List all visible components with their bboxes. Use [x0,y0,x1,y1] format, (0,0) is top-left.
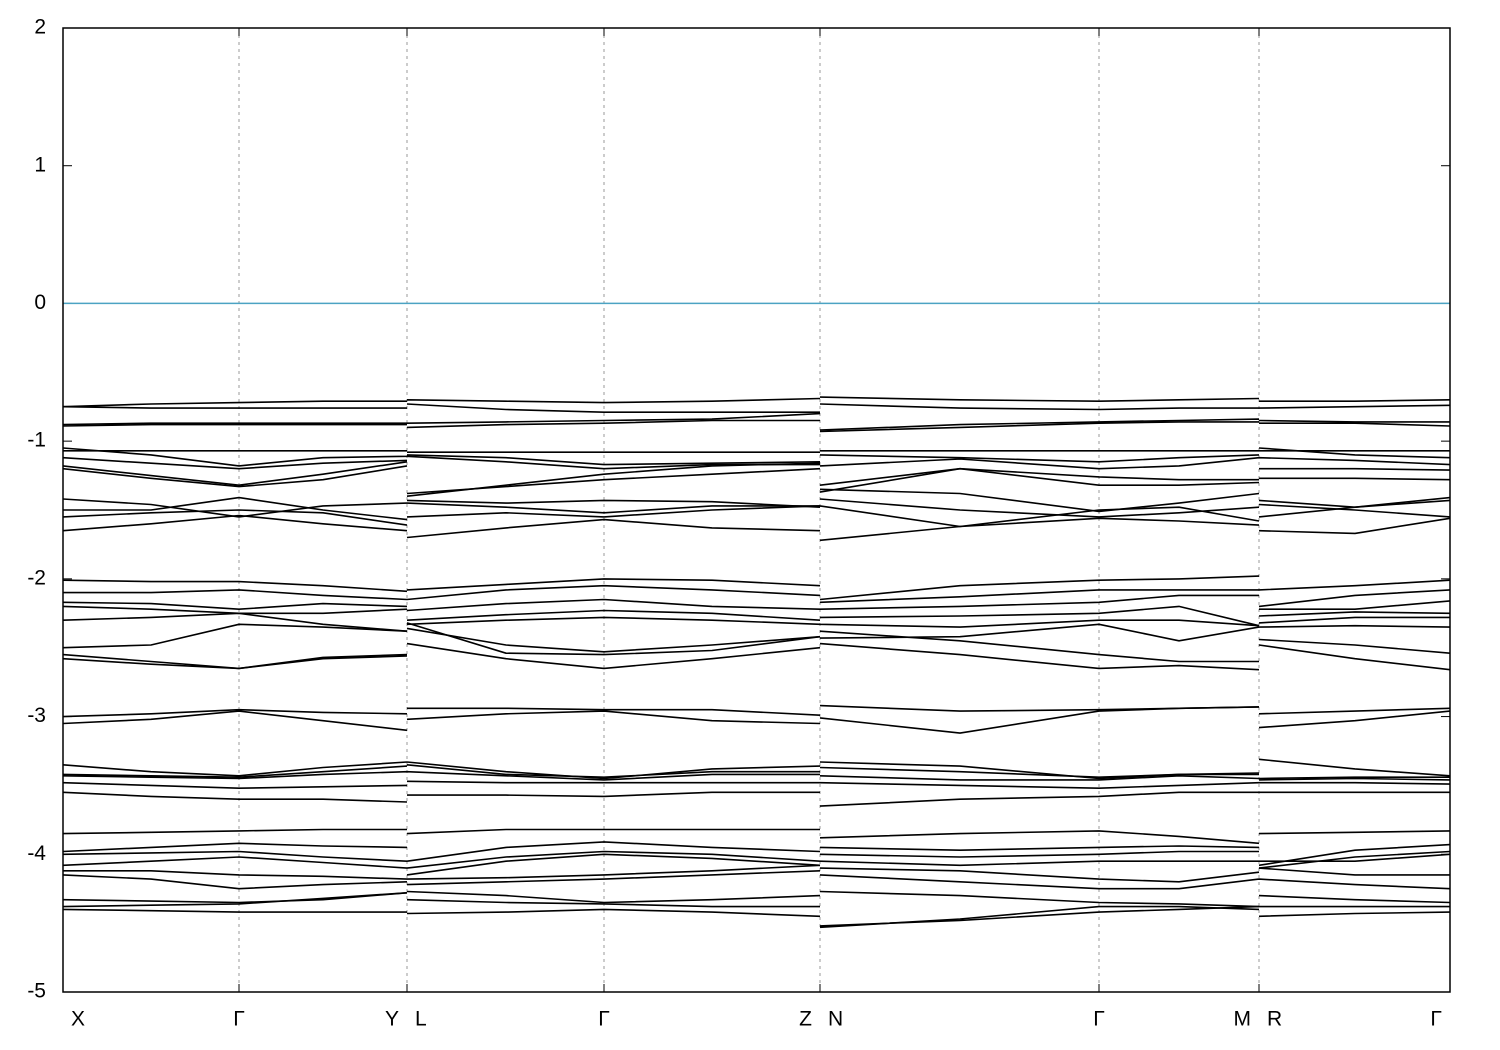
x-tick-label: X [71,1008,85,1031]
band-line [62,642,1451,671]
band-line [62,396,1451,408]
band-line [62,704,1451,718]
band-line [62,841,1451,867]
band-line [62,575,1451,601]
band-line [62,706,1451,734]
band-line [62,465,1451,495]
band-line [62,412,1451,433]
y-tick-label: 0 [34,291,46,314]
band-line [62,764,1450,780]
band-line [62,853,1451,876]
band-line [62,905,1451,927]
band-line [62,770,1451,781]
band-line [62,594,1451,612]
x-tick-label: N [828,1008,843,1031]
x-tick-label: M [1234,1008,1252,1031]
band-line [62,488,1451,518]
band-line [62,403,1451,413]
x-tick-label: Y [385,1008,399,1031]
y-tick-label: 1 [34,153,46,176]
band-line [63,864,1450,883]
x-tick-label: Γ [598,1008,610,1031]
x-tick-label: L [415,1008,427,1031]
band-line [62,758,1451,780]
band-line [62,514,1451,542]
band-line [62,850,1451,869]
y-tick-label: -4 [27,842,46,865]
band-line [62,780,1451,789]
band-line [62,447,1451,467]
plot-frame [62,27,1451,993]
x-tick-label: Z [799,1008,812,1031]
band-line [63,584,1451,608]
band-line [63,450,1450,453]
band-line [62,892,1450,929]
band-line [62,418,1450,431]
y-tick-label: -5 [27,980,46,1003]
band-line [62,461,1451,497]
band-line [62,870,1451,890]
y-tick-label: -1 [27,429,46,452]
y-tick-label: -3 [27,704,46,727]
x-tick-label: Γ [1093,1008,1105,1031]
band-line [62,499,1451,528]
band-line [62,828,1451,845]
x-tick-label: Γ [1430,1008,1442,1031]
band-line [62,623,1451,653]
x-tick-label: R [1267,1008,1282,1031]
band-line [63,496,1451,521]
x-tick-label: Γ [233,1008,245,1031]
y-tick-label: -2 [27,566,46,589]
y-tick-label: 2 [34,16,46,39]
band-line [62,612,1450,632]
band-line [62,890,1451,908]
band-line [62,791,1450,807]
band-line [62,455,1451,470]
